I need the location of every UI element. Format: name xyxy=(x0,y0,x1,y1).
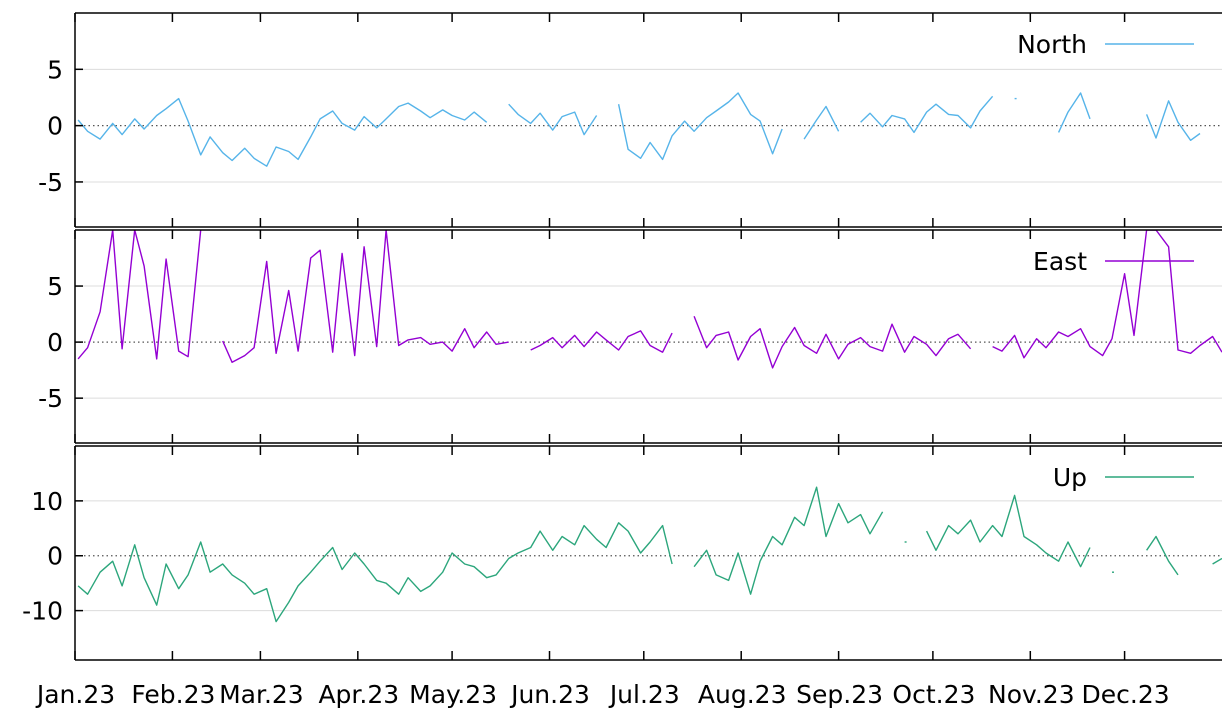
north-series-line xyxy=(77,97,488,167)
up-series-line xyxy=(77,522,673,623)
north-legend-label: North xyxy=(1017,30,1087,59)
east-series-line xyxy=(992,230,1222,359)
north-series-line xyxy=(1145,100,1201,142)
x-tick-label: Dec.23 xyxy=(1082,680,1170,709)
up-y-tick-label: 0 xyxy=(47,542,63,571)
east-y-tick-label: 5 xyxy=(47,272,63,301)
panels: -5 0 5 North -5 0 5 East -10 0 10 Up xyxy=(22,12,1222,661)
north-y-tick-label: 5 xyxy=(47,55,63,84)
x-tick-label: Nov.23 xyxy=(988,680,1075,709)
east-series-line xyxy=(222,230,509,363)
up-series-line xyxy=(1146,535,1179,576)
east-y-tick-label: -5 xyxy=(38,384,63,413)
x-tick-label: Jan.23 xyxy=(35,680,115,709)
east-series-line xyxy=(77,230,202,360)
up-y-tick-label: 10 xyxy=(31,487,63,516)
north-series-line xyxy=(617,92,783,161)
up-series-line xyxy=(925,494,1091,568)
north-series-line xyxy=(860,95,994,134)
north-y-tick-label: -5 xyxy=(38,168,63,197)
up-y-tick-label: -10 xyxy=(22,597,63,626)
up-series-line xyxy=(1212,557,1222,565)
x-tick-label: Mar.23 xyxy=(219,680,304,709)
east-legend-label: East xyxy=(1033,247,1087,276)
north-series-line xyxy=(508,103,598,136)
x-tick-label: Jun.23 xyxy=(509,680,590,709)
up-series-line xyxy=(693,486,884,595)
x-tick-label: May.23 xyxy=(409,680,497,709)
x-tick-label: Feb.23 xyxy=(131,680,215,709)
up-panel: -10 0 10 Up xyxy=(22,445,1222,661)
north-panel: -5 0 5 North xyxy=(38,12,1222,228)
x-tick-label: Aug.23 xyxy=(698,680,787,709)
x-tick-label: Jul.23 xyxy=(608,680,680,709)
up-legend-label: Up xyxy=(1053,463,1087,492)
north-series-line xyxy=(1057,92,1091,133)
east-panel: -5 0 5 East xyxy=(38,229,1222,444)
x-tick-label: Sep.23 xyxy=(796,680,883,709)
north-y-tick-label: 0 xyxy=(47,112,63,141)
x-tick-label: Apr.23 xyxy=(318,680,399,709)
east-series-line xyxy=(530,330,673,353)
east-series-line xyxy=(693,316,972,369)
east-y-tick-label: 0 xyxy=(47,328,63,357)
x-tick-label: Oct.23 xyxy=(892,680,975,709)
north-series-line xyxy=(803,105,840,140)
x-tick-labels: Jan.23 Feb.23 Mar.23 Apr.23 May.23 Jun.23 Jul.… xyxy=(35,680,1170,709)
